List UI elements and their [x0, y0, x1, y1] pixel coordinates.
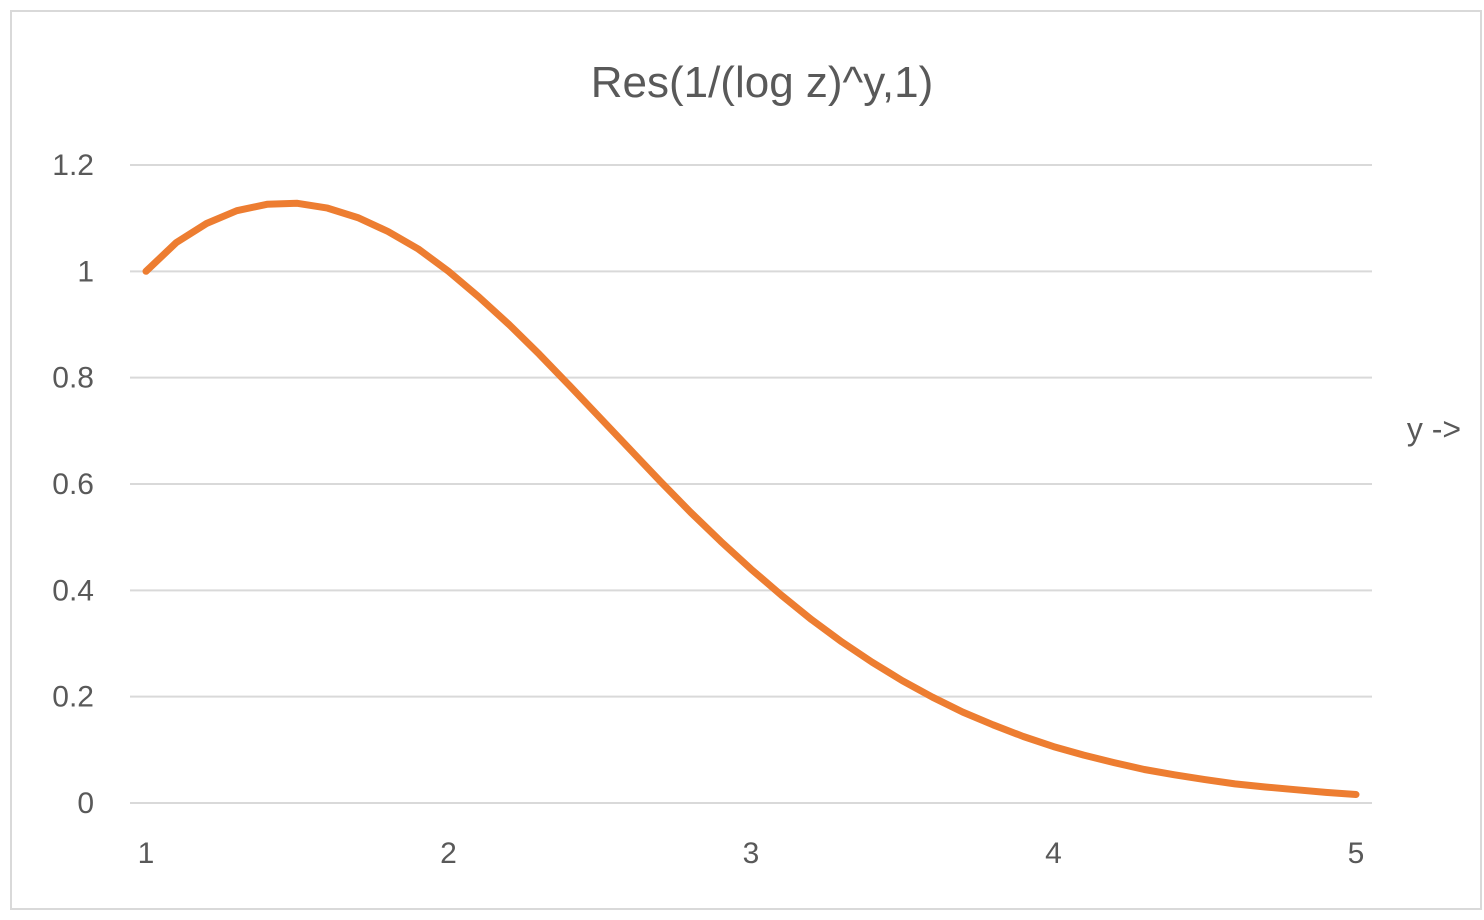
- chart-frame: Res(1/(log z)^y,1) 0 0.2 0.4 0.6 0.8 1 1.2 1 2 3…: [10, 10, 1482, 910]
- x-tick-label: 4: [1045, 837, 1062, 870]
- y-tick-label: 1.2: [52, 149, 94, 182]
- gridlines: [130, 164, 1372, 804]
- y-tick-label: 0.2: [52, 681, 94, 714]
- y-tick-label: 0.4: [52, 574, 94, 607]
- x-axis-label: y ->: [1407, 411, 1461, 447]
- x-tick-label: 1: [138, 837, 155, 870]
- y-tick-label: 0.8: [52, 362, 94, 395]
- x-axis-ticks: 1 2 3 4 5: [138, 837, 1365, 870]
- x-tick-label: 5: [1348, 837, 1365, 870]
- series-line-0: [142, 199, 1360, 798]
- x-tick-label: 3: [743, 837, 760, 870]
- y-axis-ticks: 0 0.2 0.4 0.6 0.8 1 1.2: [52, 149, 94, 820]
- y-tick-label: 0.6: [52, 468, 94, 501]
- y-tick-label: 1: [77, 255, 94, 288]
- chart-title: Res(1/(log z)^y,1): [591, 58, 934, 107]
- series-group: [142, 199, 1360, 798]
- y-tick-label: 0: [77, 787, 94, 820]
- x-tick-label: 2: [440, 837, 457, 870]
- chart-svg: Res(1/(log z)^y,1) 0 0.2 0.4 0.6 0.8 1 1.2 1 2 3…: [52, 58, 1461, 870]
